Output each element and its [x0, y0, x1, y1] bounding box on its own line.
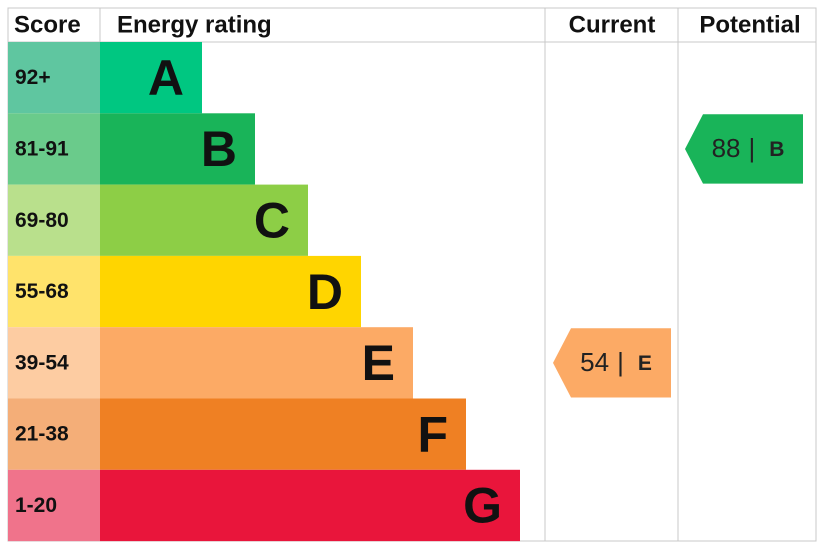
- score-cell: [8, 469, 100, 542]
- current-band: E: [638, 351, 652, 374]
- header-rating: Energy rating: [117, 11, 272, 38]
- score-cell: [8, 113, 100, 185]
- score-label: 92+: [15, 66, 51, 89]
- potential-arrow: [685, 114, 803, 184]
- rating-letter: E: [362, 335, 395, 391]
- rating-bar: [100, 113, 255, 185]
- potential-value: 88: [712, 133, 741, 163]
- score-label: 39-54: [15, 351, 69, 374]
- rating-bar: [100, 42, 202, 114]
- rating-letter: A: [148, 50, 184, 106]
- score-cell: [8, 255, 100, 328]
- current-value: 54: [580, 347, 609, 377]
- current-arrow: [553, 328, 671, 398]
- current-label: 54 | E: [580, 347, 652, 377]
- rating-bar: [100, 184, 308, 256]
- rating-letter: C: [254, 192, 290, 248]
- rating-letter: G: [463, 478, 502, 534]
- score-label: 55-68: [15, 280, 69, 303]
- rating-bar: [100, 398, 466, 470]
- potential-band: B: [769, 137, 784, 160]
- header-score: Score: [14, 11, 81, 38]
- score-cell: [8, 398, 100, 470]
- header-current: Current: [569, 11, 656, 38]
- score-label: 81-91: [15, 137, 69, 160]
- rating-bar: [100, 255, 361, 328]
- rating-bar: [100, 327, 413, 399]
- score-cell: [8, 42, 100, 114]
- rating-bar: [100, 469, 520, 542]
- score-label: 21-38: [15, 423, 69, 446]
- score-label: 69-80: [15, 209, 69, 232]
- rating-letter: F: [417, 406, 448, 462]
- header-potential: Potential: [699, 11, 800, 38]
- score-label: 1-20: [15, 494, 57, 517]
- potential-label: 88 | B: [712, 133, 785, 163]
- rating-letter: B: [201, 121, 237, 177]
- score-cell: [8, 184, 100, 256]
- current-separator: |: [617, 347, 624, 377]
- score-cell: [8, 327, 100, 399]
- rating-letter: D: [307, 264, 343, 320]
- potential-separator: |: [748, 133, 755, 163]
